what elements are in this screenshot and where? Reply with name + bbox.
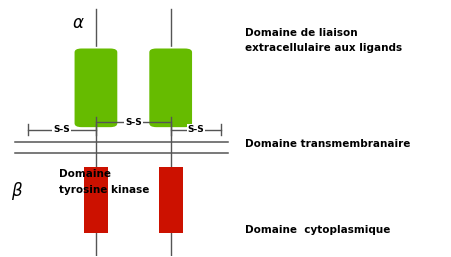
Text: S-S: S-S [53,125,70,134]
Text: Domaine: Domaine [59,169,110,179]
Text: Domaine de liaison: Domaine de liaison [245,28,357,38]
Text: Domaine transmembranaire: Domaine transmembranaire [245,139,410,149]
FancyBboxPatch shape [74,48,118,128]
Text: α: α [73,14,83,32]
Text: S-S: S-S [124,118,141,127]
Text: Domaine  cytoplasmique: Domaine cytoplasmique [245,225,390,235]
Text: S-S: S-S [187,125,204,134]
Bar [158,167,182,233]
Text: β: β [11,182,22,200]
Bar [83,167,108,233]
Text: extracellulaire aux ligands: extracellulaire aux ligands [245,43,402,53]
FancyBboxPatch shape [148,48,193,128]
Text: tyrosine kinase: tyrosine kinase [59,185,148,195]
